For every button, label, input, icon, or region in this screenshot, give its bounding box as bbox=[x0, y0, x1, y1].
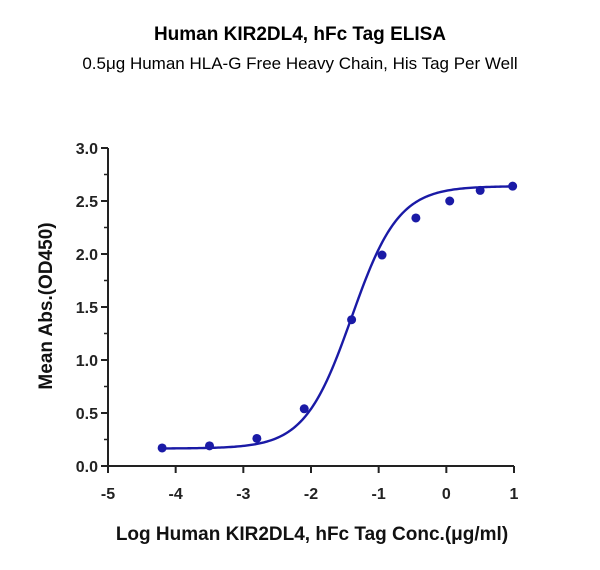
y-tick-label: 2.5 bbox=[76, 194, 98, 211]
y-tick-label: 1.5 bbox=[76, 300, 98, 317]
y-tick-label: 3.0 bbox=[76, 141, 98, 158]
data-point bbox=[252, 433, 262, 443]
chart-subtitle: 0.5μg Human HLA-G Free Heavy Chain, His … bbox=[82, 54, 518, 73]
x-tick-label: -5 bbox=[101, 486, 115, 503]
y-axis-title: Mean Abs.(OD450) bbox=[36, 222, 57, 389]
x-tick-label: -3 bbox=[236, 486, 250, 503]
y-tick-label: 1.0 bbox=[76, 353, 98, 370]
chart-title: Human KIR2DL4, hFc Tag ELISA bbox=[153, 24, 447, 45]
data-point bbox=[205, 441, 214, 451]
data-point bbox=[347, 315, 357, 325]
data-point bbox=[377, 250, 387, 260]
x-axis-title: Log Human KIR2DL4, hFc Tag Conc.(μg/ml) bbox=[116, 524, 508, 545]
plot-area bbox=[157, 181, 518, 453]
x-tick-label: -1 bbox=[372, 486, 386, 503]
data-point bbox=[299, 404, 309, 414]
x-tick-label: 1 bbox=[510, 486, 519, 503]
axes bbox=[107, 148, 514, 467]
data-point bbox=[475, 185, 485, 195]
x-tick-label: -4 bbox=[169, 486, 183, 503]
y-tick-label: 2.0 bbox=[76, 247, 98, 264]
x-tick-label: 0 bbox=[442, 486, 451, 503]
y-tick-label: 0.5 bbox=[76, 406, 98, 423]
x-tick-label: -2 bbox=[304, 486, 318, 503]
y-tick-label: 0.0 bbox=[76, 459, 98, 476]
fit-curve bbox=[162, 185, 513, 450]
data-point bbox=[508, 181, 518, 191]
ticks: 0.0 0.5 1.0 1.5 2.0 2.5 3.0 -5 -4 -3 -2 -1 0 1 bbox=[76, 141, 519, 503]
data-point bbox=[157, 443, 167, 453]
data-point bbox=[411, 213, 421, 223]
data-point bbox=[445, 196, 455, 206]
